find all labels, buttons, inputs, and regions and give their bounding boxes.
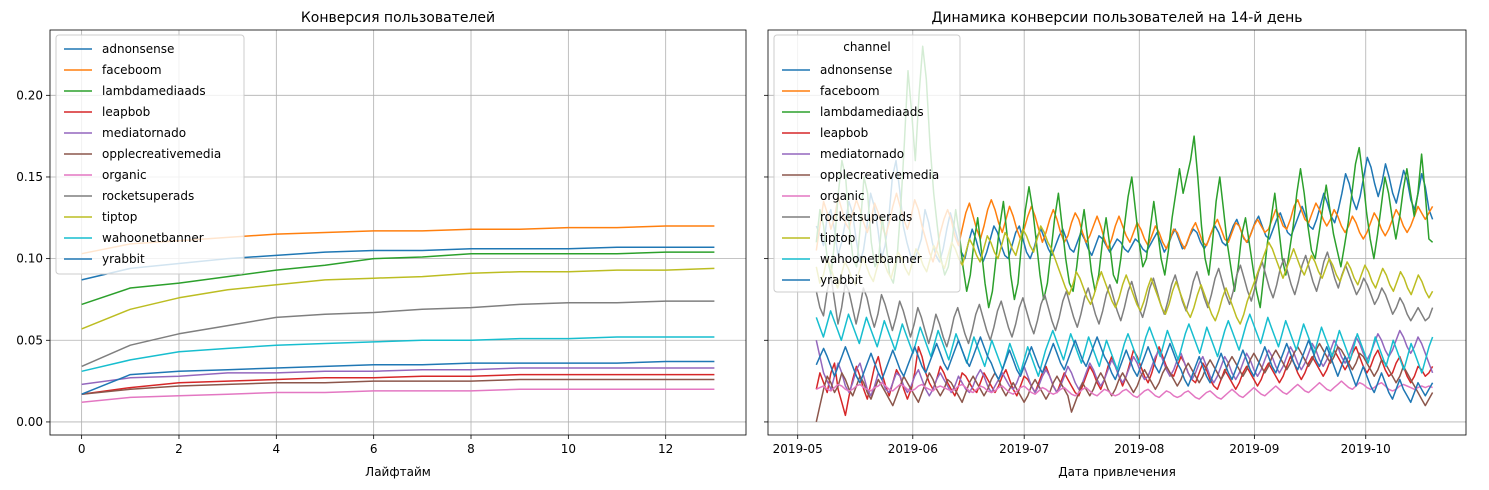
legend-label: mediatornado	[102, 126, 186, 140]
legend: channel adnonsense faceboom lambdamediaads l…	[773, 34, 961, 293]
legend-label: tiptop	[820, 231, 855, 245]
legend-label: tiptop	[102, 210, 137, 224]
x-tick-label: 0	[78, 442, 86, 456]
series-line-rocketsuperads	[81, 300, 715, 368]
legend-label: faceboom	[820, 84, 880, 98]
legend-label: organic	[102, 168, 147, 182]
legend-label: adnonsense	[820, 63, 892, 77]
x-tick-label: 10	[561, 442, 576, 456]
y-tick-label: 0.05	[16, 333, 43, 347]
series-line-opplecreativemedia	[81, 378, 715, 395]
legend-label: yrabbit	[102, 252, 145, 266]
x-tick-label: 8	[467, 442, 475, 456]
chart-title: Конверсия пользователей	[301, 10, 495, 26]
legend-label: faceboom	[102, 63, 162, 77]
series-line-yrabbit	[81, 360, 715, 395]
legend-label: opplecreativemedia	[820, 168, 939, 182]
x-tick-label: 2019-10	[1341, 442, 1391, 456]
legend-label: adnonsense	[102, 42, 174, 56]
plot-frame	[767, 29, 1467, 436]
series-line-lambdamediaads	[81, 251, 715, 306]
legend-label: organic	[820, 189, 865, 203]
y-tick-label: 0.15	[16, 170, 43, 184]
legend-label: opplecreativemedia	[102, 147, 221, 161]
series-line-organic	[815, 380, 1433, 400]
series-line-wahoonetbanner	[815, 310, 1434, 377]
plot-frame	[49, 29, 747, 436]
series-line-opplecreativemedia	[815, 342, 1434, 423]
legend-label: rocketsuperads	[820, 210, 912, 224]
legend-box	[55, 34, 245, 275]
legend-label: wahoonetbanner	[820, 252, 922, 266]
x-axis-label: Лайфтайм	[365, 465, 431, 479]
y-tick-label: 0.20	[16, 88, 43, 102]
legend-label: lambdamediaads	[820, 105, 924, 119]
legend-label: wahoonetbanner	[102, 231, 204, 245]
x-tick-label: 6	[370, 442, 378, 456]
series-line-leapbob	[815, 346, 1434, 417]
x-tick-label: 2019-06	[888, 442, 938, 456]
legend-label: mediatornado	[820, 147, 904, 161]
series-line-mediatornado	[81, 367, 715, 386]
series-line-leapbob	[81, 373, 715, 395]
legend-title: channel	[843, 40, 890, 54]
x-tick-label: 2019-08	[1114, 442, 1164, 456]
y-tick-label: 0.00	[16, 415, 43, 429]
chart-panel-day14-dynamics: Динамика конверсии пользователей на 14-й…	[764, 10, 1467, 479]
x-tick-label: 2019-05	[773, 442, 823, 456]
legend-label: lambdamediaads	[102, 84, 206, 98]
x-tick-label: 4	[273, 442, 281, 456]
series-line-yrabbit	[815, 336, 1434, 404]
chart-panel-lifetime-conversion: Конверсия пользователей 0 2 4 6 8 10 12 0.00 0.0…	[16, 10, 747, 479]
legend-label: yrabbit	[820, 273, 863, 287]
axes: 2019-05 2019-06 2019-07 2019-08 2019-09 2019-…	[764, 29, 1467, 456]
series-line-organic	[81, 388, 715, 404]
axes: 0 2 4 6 8 10 12 0.00 0.05 0.10 0.15 0.20	[16, 29, 747, 456]
legend-box	[773, 34, 961, 293]
legend-label: leapbob	[820, 126, 868, 140]
series-line-tiptop	[81, 267, 715, 330]
x-tick-label: 12	[658, 442, 673, 456]
legend-label: leapbob	[102, 105, 150, 119]
series-group	[81, 225, 715, 404]
x-tick-label: 2	[175, 442, 183, 456]
x-tick-label: 2019-09	[1229, 442, 1279, 456]
chart-title: Динамика конверсии пользователей на 14-й…	[931, 10, 1302, 26]
y-tick-label: 0.10	[16, 252, 43, 266]
series-line-wahoonetbanner	[81, 336, 715, 373]
legend-label: rocketsuperads	[102, 189, 194, 203]
x-axis-label: Дата привлечения	[1058, 465, 1176, 479]
x-tick-label: 2019-07	[999, 442, 1049, 456]
legend: adnonsense faceboom lambdamediaads leapbob m…	[55, 34, 245, 275]
